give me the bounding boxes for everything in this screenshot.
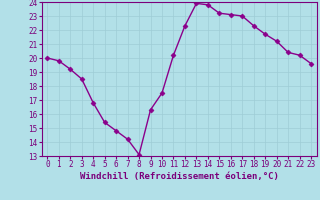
X-axis label: Windchill (Refroidissement éolien,°C): Windchill (Refroidissement éolien,°C): [80, 172, 279, 181]
